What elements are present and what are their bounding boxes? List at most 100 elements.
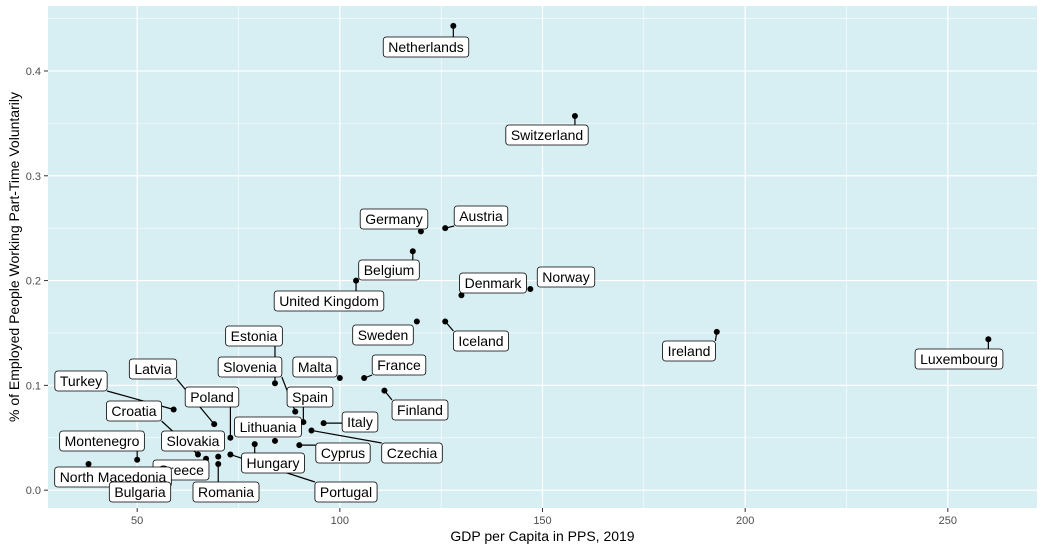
label-box xyxy=(192,481,260,503)
data-point xyxy=(413,318,420,325)
point-label: Hungary xyxy=(241,452,305,474)
point-label-text: United Kingdom xyxy=(279,293,379,309)
point-label-text: Iceland xyxy=(458,333,503,349)
label-box xyxy=(662,340,716,362)
point-label-text: Latvia xyxy=(134,361,172,377)
label-box xyxy=(108,481,172,503)
point-label-text: Denmark xyxy=(465,275,523,291)
x-axis-title: GDP per Capita in PPS, 2019 xyxy=(450,528,634,544)
data-point xyxy=(381,387,388,394)
data-point xyxy=(227,451,234,458)
data-point xyxy=(442,225,449,232)
point-label-text: Malta xyxy=(298,359,332,375)
point-label: Croatia xyxy=(106,400,162,422)
point-label-text: Hungary xyxy=(247,455,300,471)
label-box xyxy=(391,399,449,421)
point-label: Denmark xyxy=(459,272,527,294)
point-label-text: Slovakia xyxy=(167,433,220,449)
point-label-text: Italy xyxy=(347,414,373,430)
axis-ticks: 50 100 150 200 250 0.0 0.1 0.2 0.3 0.4 xyxy=(26,66,957,527)
point-label-text: Luxembourg xyxy=(920,351,998,367)
data-point xyxy=(320,420,327,427)
point-label-text: Portugal xyxy=(320,484,372,500)
label-box xyxy=(358,259,420,281)
data-point xyxy=(271,437,278,444)
data-point xyxy=(361,375,368,382)
data-point xyxy=(527,285,534,292)
point-label-text: Turkey xyxy=(60,373,102,389)
data-point xyxy=(211,421,218,428)
data-point xyxy=(417,228,424,235)
data-point xyxy=(409,248,416,255)
point-label: Romania xyxy=(192,481,260,503)
data-point xyxy=(170,406,177,413)
y-tick-label: 0.4 xyxy=(26,66,41,78)
point-label-text: Croatia xyxy=(111,403,156,419)
point-label: Ireland xyxy=(662,340,716,362)
point-label-text: Lithuania xyxy=(240,419,297,435)
label-box xyxy=(459,272,527,294)
point-label: Estonia xyxy=(225,325,283,347)
point-label-text: Belgium xyxy=(364,262,415,278)
label-box xyxy=(54,370,108,392)
label-box xyxy=(505,124,589,146)
label-box xyxy=(315,442,371,464)
point-label: Slovakia xyxy=(161,430,225,452)
point-label: Turkey xyxy=(54,370,108,392)
point-label: Slovenia xyxy=(217,356,283,378)
point-label-text: Norway xyxy=(542,269,589,285)
point-label-text: Ireland xyxy=(668,343,711,359)
y-tick-label: 0.3 xyxy=(26,171,41,183)
point-label: Luxembourg xyxy=(914,348,1004,370)
data-point xyxy=(194,451,201,458)
data-point xyxy=(308,427,315,434)
data-point xyxy=(442,318,449,325)
point-label: Belgium xyxy=(358,259,420,281)
point-label: Norway xyxy=(536,266,596,288)
data-point xyxy=(300,419,307,426)
point-label-text: Montenegro xyxy=(65,433,140,449)
point-label-text: Spain xyxy=(292,389,328,405)
point-label: Latvia xyxy=(128,358,178,380)
data-point xyxy=(353,277,360,284)
point-label: Sweden xyxy=(352,324,414,346)
data-point xyxy=(571,113,578,120)
point-label-text: Bulgaria xyxy=(114,484,166,500)
label-box xyxy=(286,386,334,408)
grid-lines xyxy=(48,6,1037,508)
point-label: Montenegro xyxy=(59,430,145,452)
point-label: France xyxy=(371,354,427,376)
point-label: Poland xyxy=(184,386,240,408)
label-box xyxy=(453,205,509,227)
x-tick-label: 150 xyxy=(533,515,551,527)
label-box xyxy=(217,356,283,378)
point-label: Iceland xyxy=(453,330,509,352)
label-connector xyxy=(311,429,382,444)
label-box xyxy=(241,452,305,474)
data-point xyxy=(85,460,92,467)
label-box xyxy=(359,208,429,230)
label-box xyxy=(273,290,385,312)
point-label-text: Finland xyxy=(397,402,443,418)
label-connector xyxy=(106,390,174,411)
data-point xyxy=(271,380,278,387)
label-box xyxy=(371,354,427,376)
point-label: Czechia xyxy=(381,442,443,464)
label-box xyxy=(161,430,225,452)
label-box xyxy=(914,348,1004,370)
label-box xyxy=(352,324,414,346)
data-point xyxy=(296,442,303,449)
point-label-text: Slovenia xyxy=(223,359,277,375)
point-label: Germany xyxy=(359,208,429,230)
point-label-text: Germany xyxy=(365,211,423,227)
data-point xyxy=(134,456,141,463)
x-tick-label: 100 xyxy=(331,515,349,527)
point-label-text: Czechia xyxy=(387,445,438,461)
point-label: Switzerland xyxy=(505,124,589,146)
point-label-text: Sweden xyxy=(358,327,409,343)
point-label: Italy xyxy=(341,411,379,433)
label-box xyxy=(234,416,302,438)
point-label-text: Poland xyxy=(190,389,234,405)
data-point xyxy=(713,328,720,335)
